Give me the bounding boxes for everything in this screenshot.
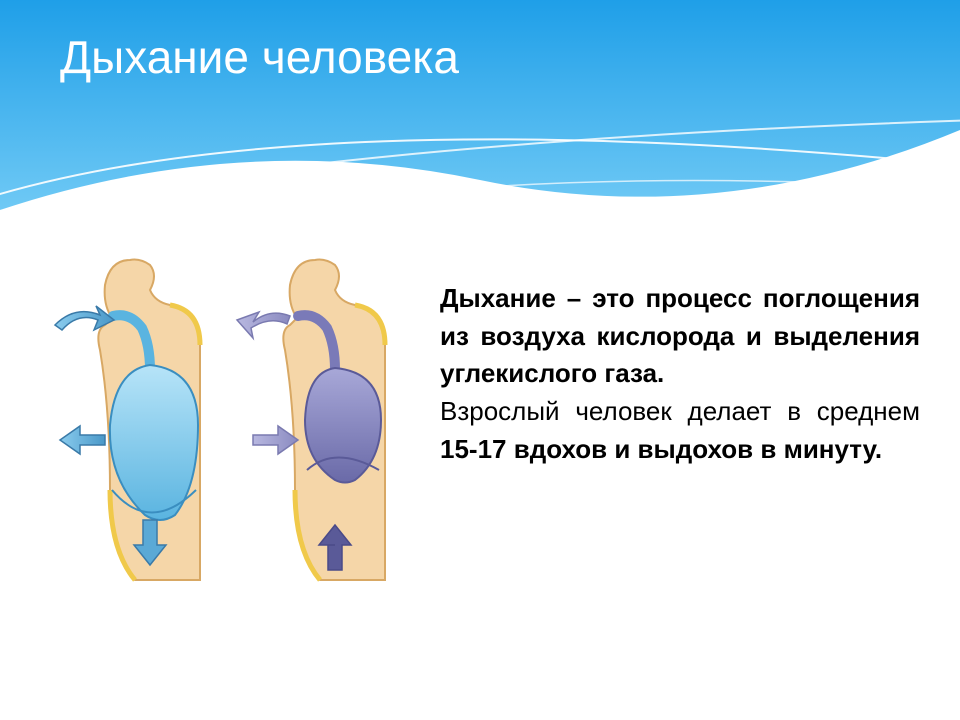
air-out-arrow-icon: [237, 312, 290, 338]
exhale-figure: [237, 260, 385, 580]
breathing-diagram: [30, 240, 400, 600]
fact-prefix: Взрослый человек делает в среднем: [440, 396, 920, 426]
header: Дыхание человека: [0, 0, 960, 230]
chest-contract-arrow-icon: [253, 426, 298, 454]
chest-expand-arrow-icon: [60, 426, 105, 454]
page-title: Дыхание человека: [60, 30, 459, 84]
description-text: Дыхание – это процесс поглощения из возд…: [440, 280, 920, 468]
definition-text: Дыхание – это процесс поглощения из возд…: [440, 283, 920, 388]
fact-bold: 15-17 вдохов и выдохов в минуту.: [440, 434, 882, 464]
inhale-figure: [55, 260, 200, 580]
